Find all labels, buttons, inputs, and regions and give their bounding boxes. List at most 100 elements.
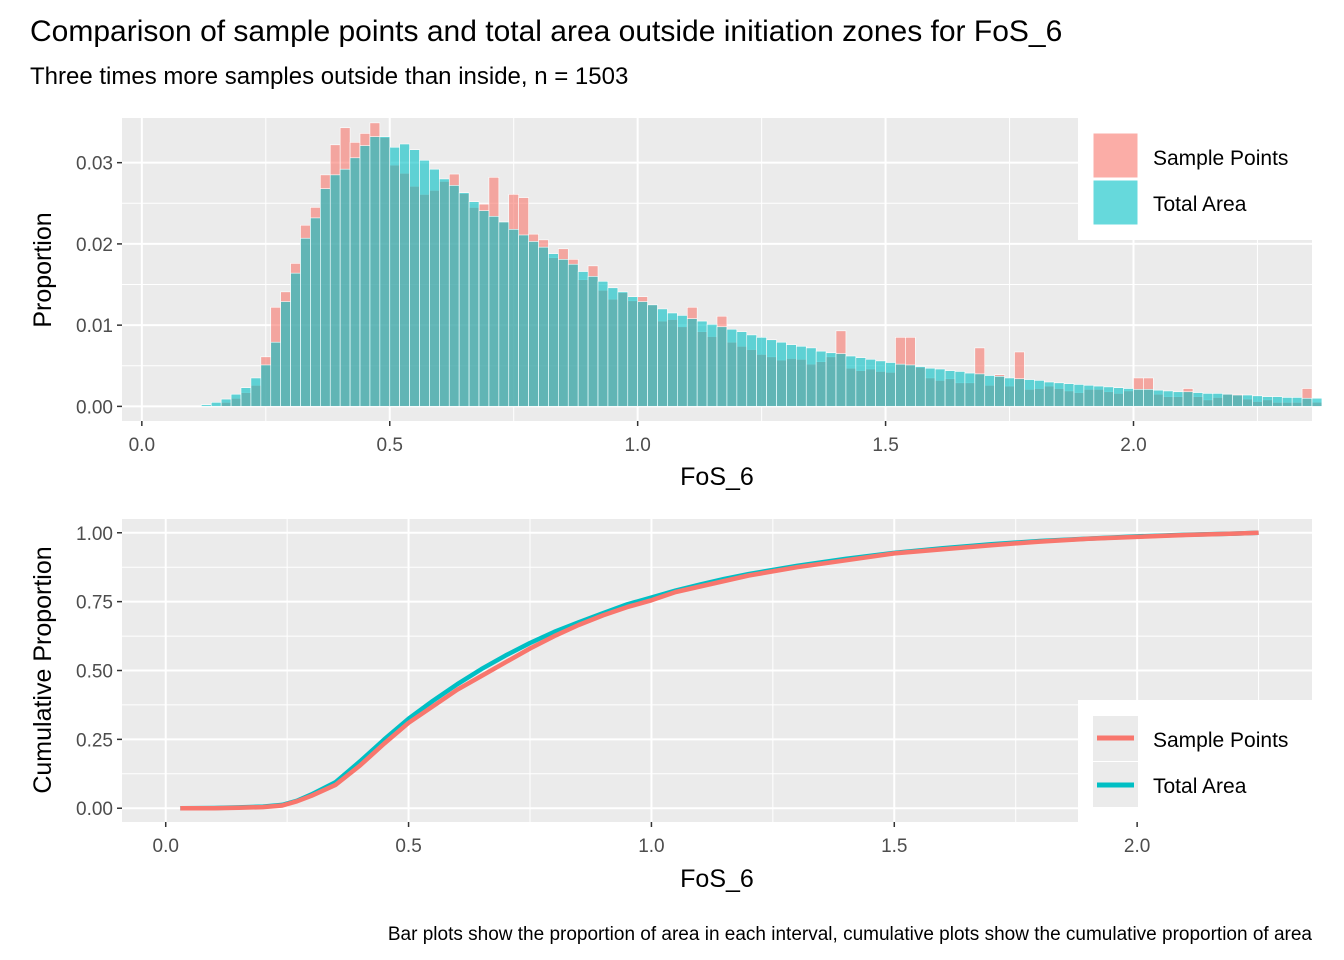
bar-total-area-1.80 [1034, 380, 1045, 407]
bar-total-area-1.60 [934, 368, 946, 407]
cumulative-x-tick-label-1.5: 1.5 [881, 836, 907, 857]
bar-total-area-1.10 [686, 318, 698, 407]
bar-total-area-0.18 [230, 393, 242, 407]
bar-total-area-0.98 [627, 296, 638, 407]
bar-total-area-1.96 [1113, 387, 1124, 407]
bar-total-area-1.06 [667, 312, 678, 407]
chart-subtitle: Three times more samples outside than in… [30, 63, 628, 90]
bar-total-area-0.30 [290, 272, 301, 407]
bar-total-area-0.94 [607, 287, 619, 407]
histogram-y-tick-label-0.02: 0.02 [76, 235, 113, 256]
bar-total-area-1.00 [637, 301, 648, 407]
bar-total-area-2.02 [1143, 389, 1154, 407]
bar-total-area-0.88 [577, 271, 589, 407]
bar-total-area-1.08 [677, 315, 688, 407]
bar-total-area-2.32 [1291, 397, 1303, 407]
legend-key-total-area [1092, 179, 1139, 226]
bar-total-area-0.58 [429, 168, 440, 407]
histogram-x-axis-title: FoS_6 [680, 463, 754, 491]
bar-total-area-2.22 [1242, 394, 1253, 407]
bar-total-area-0.64 [458, 192, 470, 407]
legend-label-total-area: Total Area [1153, 193, 1247, 216]
bar-total-area-1.42 [845, 355, 857, 407]
histogram-y-tick-label-0.01: 0.01 [76, 316, 113, 337]
bar-total-area-0.14 [210, 402, 222, 407]
bar-total-area-1.24 [756, 337, 767, 407]
bar-total-area-1.98 [1123, 388, 1134, 407]
bar-total-area-0.66 [468, 201, 480, 407]
bar-total-area-1.92 [1093, 385, 1105, 407]
cumulative-x-tick-label-1.0: 1.0 [638, 836, 664, 857]
bar-total-area-2.04 [1153, 389, 1164, 407]
cumulative-y-tick-label-0.00: 0.00 [76, 799, 113, 820]
histogram-y-tick-label-0.00: 0.00 [76, 397, 113, 418]
bar-total-area-1.68 [974, 373, 986, 407]
bar-total-area-0.28 [280, 301, 291, 407]
chart-title: Comparison of sample points and total ar… [30, 15, 1062, 48]
bar-total-area-1.50 [885, 362, 896, 407]
bar-total-area-1.90 [1083, 384, 1095, 407]
bar-total-area-0.80 [538, 246, 549, 407]
bar-total-area-0.74 [508, 228, 519, 407]
bar-total-area-0.52 [399, 143, 410, 407]
bar-total-area-1.34 [805, 347, 817, 407]
cumulative-legend-label-total-area: Total Area [1153, 775, 1247, 798]
bar-total-area-0.62 [448, 185, 460, 407]
bar-total-area-1.58 [924, 367, 936, 407]
bar-total-area-0.16 [220, 398, 232, 407]
bar-total-area-0.54 [409, 149, 420, 407]
bar-total-area-1.54 [905, 364, 916, 407]
bar-total-area-1.26 [766, 339, 777, 407]
bar-total-area-1.86 [1063, 383, 1075, 407]
bar-total-area-1.30 [786, 344, 797, 407]
cumulative-y-tick-label-0.50: 0.50 [76, 662, 113, 683]
histogram-x-tick-label-2.0: 2.0 [1120, 435, 1146, 456]
bar-total-area-1.70 [984, 375, 995, 407]
bar-total-area-2.36 [1311, 397, 1323, 407]
bar-total-area-0.32 [300, 237, 311, 407]
histogram-x-tick-label-0.5: 0.5 [377, 435, 403, 456]
bar-total-area-0.82 [548, 253, 559, 407]
bar-total-area-0.78 [528, 241, 539, 407]
bar-total-area-2.20 [1232, 394, 1243, 407]
histogram-legend: Sample Points Total Area [1078, 118, 1312, 240]
bar-total-area-0.22 [250, 377, 262, 407]
bar-total-area-1.64 [954, 371, 966, 407]
bar-total-area-2.26 [1262, 396, 1273, 407]
bar-total-area-2.34 [1301, 397, 1313, 407]
bar-total-area-0.40 [339, 168, 351, 407]
bar-total-area-0.70 [488, 215, 500, 407]
bar-total-area-0.48 [379, 136, 391, 407]
bar-total-area-0.72 [498, 221, 510, 407]
cumulative-y-tick-label-0.25: 0.25 [76, 730, 113, 751]
bar-total-area-2.24 [1252, 395, 1263, 407]
cumulative-line-sample-points [180, 530, 1259, 811]
bar-total-area-1.88 [1073, 384, 1085, 407]
bar-total-area-1.16 [716, 326, 728, 407]
bar-total-area-2.00 [1133, 389, 1144, 407]
cumulative-x-axis-title: FoS_6 [680, 865, 754, 893]
bar-total-area-0.12 [201, 404, 212, 407]
bar-total-area-0.24 [260, 364, 272, 407]
histogram-y-axis-title: Proportion [29, 212, 57, 327]
legend-key-sample-points [1092, 132, 1139, 179]
cumulative-panel: 0.0 0.5 1.0 1.5 2.0 0.00 0.25 0.50 0.75 1.00 FoS_… [29, 519, 1312, 893]
bar-total-area-2.14 [1202, 393, 1214, 407]
histogram-x-tick-label-1.0: 1.0 [624, 435, 650, 456]
cumulative-x-tick-label-0.0: 0.0 [153, 836, 179, 857]
bar-total-area-0.68 [478, 210, 490, 407]
histogram-x-tick-label-1.5: 1.5 [872, 435, 898, 456]
bar-total-area-0.44 [359, 145, 371, 407]
bar-total-area-0.96 [617, 291, 629, 407]
bar-total-area-0.76 [518, 234, 529, 407]
bar-total-area-0.86 [567, 263, 579, 407]
bar-total-area-2.18 [1222, 393, 1233, 407]
bar-total-area-1.44 [855, 357, 867, 407]
bar-total-area-0.38 [329, 174, 341, 407]
bar-total-area-2.06 [1162, 390, 1174, 407]
bar-total-area-0.26 [270, 341, 281, 407]
bar-total-area-1.52 [895, 363, 906, 407]
histogram-x-tick-label-0.0: 0.0 [129, 435, 155, 456]
cumulative-x-tick-label-0.5: 0.5 [395, 836, 421, 857]
